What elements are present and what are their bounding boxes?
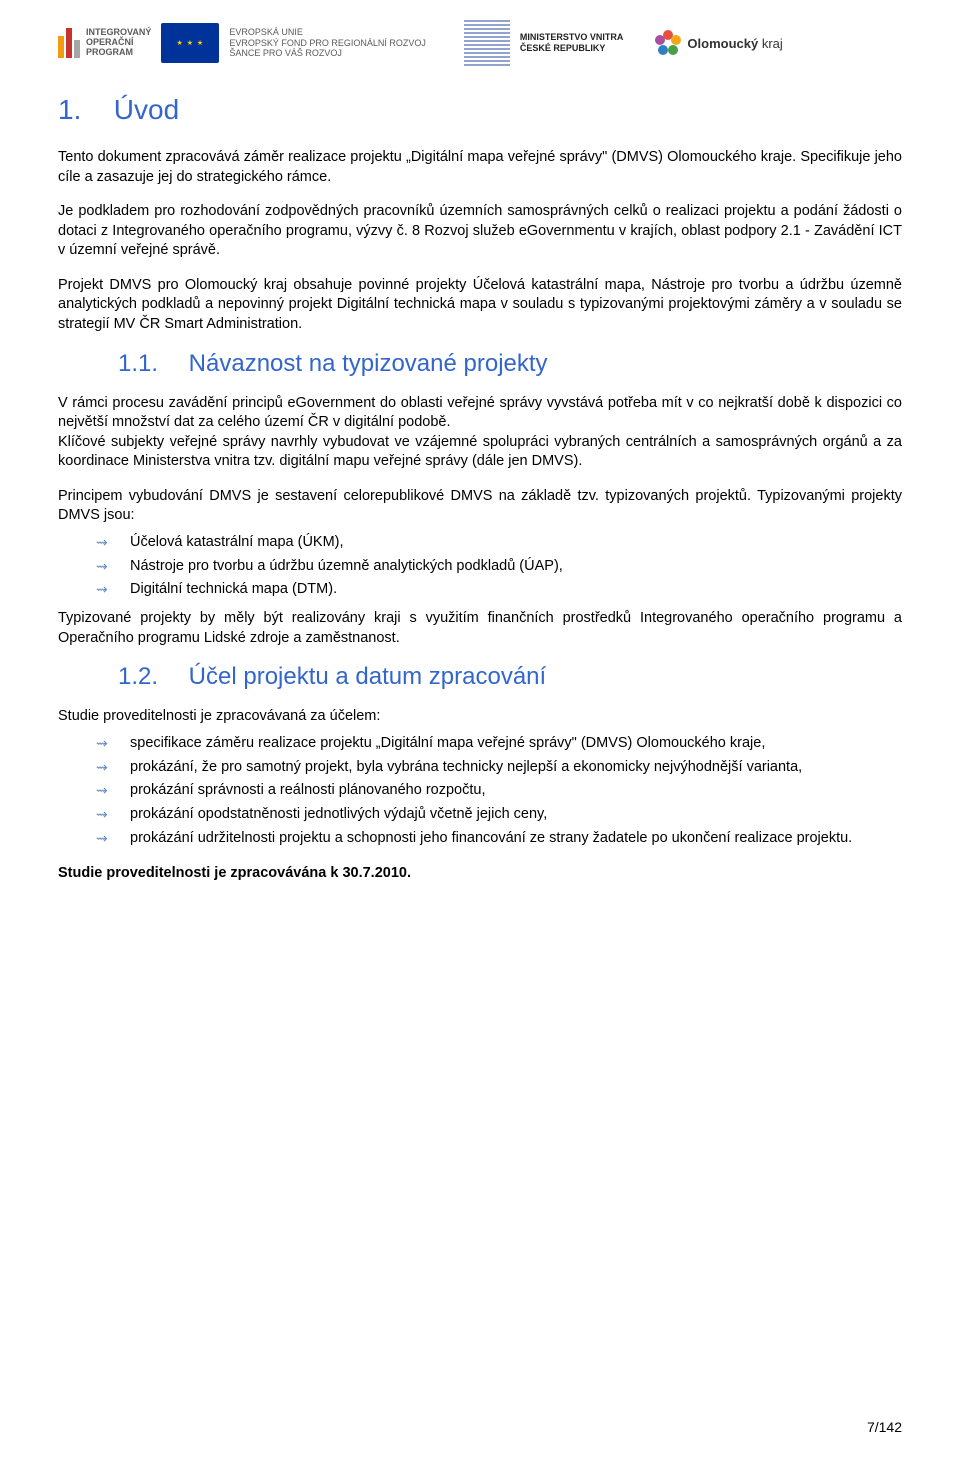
bullet-icon: ⇝ — [96, 579, 130, 600]
olomoucky-logo: Olomoucký kraj — [653, 28, 782, 58]
para-7: Typizované projekty by měly být realizov… — [58, 609, 902, 648]
bullet-icon: ⇝ — [96, 556, 130, 577]
list-item: ⇝prokázání opodstatněnosti jednotlivých … — [58, 804, 902, 826]
list-item-text: Nástroje pro tvorbu a údržbu územně anal… — [130, 556, 902, 578]
list-item-text: prokázání opodstatněnosti jednotlivých v… — [130, 804, 902, 826]
heading-1-num: 1. — [58, 94, 106, 126]
para-9: Studie proveditelnosti je zpracovávána k… — [58, 864, 902, 884]
iop-line2: OPERAČNÍ — [86, 37, 134, 47]
heading-1-1-title: Návaznost na typizované projekty — [189, 350, 548, 377]
ok-text: Olomoucký kraj — [687, 36, 782, 51]
bullet-icon: ⇝ — [96, 532, 130, 553]
heading-1: 1. Úvod — [58, 94, 902, 126]
list-item: ⇝prokázání udržitelnosti projektu a scho… — [58, 828, 902, 850]
para-1: Tento dokument zpracovává záměr realizac… — [58, 148, 902, 187]
eu-stars: ★ ★ ★ — [176, 39, 204, 47]
list-item-text: prokázání správnosti a reálnosti plánova… — [130, 780, 902, 802]
heading-1-1: 1.1. Návaznost na typizované projekty — [118, 350, 902, 378]
bullet-icon: ⇝ — [96, 804, 130, 825]
mv-text: MINISTERSTVO VNITRA ČESKÉ REPUBLIKY — [520, 32, 624, 54]
bullet-list-2: ⇝specifikace záměru realizace projektu „… — [58, 733, 902, 850]
list-item-text: prokázání, že pro samotný projekt, byla … — [130, 757, 902, 779]
para-6: Principem vybudování DMVS je sestavení c… — [58, 487, 902, 526]
list-item: ⇝Digitální technická mapa (DTM). — [58, 579, 902, 601]
list-item: ⇝specifikace záměru realizace projektu „… — [58, 733, 902, 755]
eu-flag-icon: ★ ★ ★ — [161, 23, 219, 63]
mv-line2: ČESKÉ REPUBLIKY — [520, 43, 606, 53]
para-2: Je podkladem pro rozhodování zodpovědnýc… — [58, 202, 902, 261]
page-number: 7/142 — [867, 1419, 902, 1435]
heading-1-2: 1.2. Účel projektu a datum zpracování — [118, 663, 902, 691]
list-item-text: specifikace záměru realizace projektu „D… — [130, 733, 902, 755]
eu-text: EVROPSKÁ UNIE EVROPSKÝ FOND PRO REGIONÁL… — [229, 27, 426, 59]
bullet-icon: ⇝ — [96, 733, 130, 754]
list-item-text: Účelová katastrální mapa (ÚKM), — [130, 532, 902, 554]
list-item: ⇝Účelová katastrální mapa (ÚKM), — [58, 532, 902, 554]
bullet-list-1: ⇝Účelová katastrální mapa (ÚKM),⇝Nástroj… — [58, 532, 902, 601]
mv-line1: MINISTERSTVO VNITRA — [520, 32, 624, 42]
list-item: ⇝prokázání, že pro samotný projekt, byla… — [58, 757, 902, 779]
heading-1-1-num: 1.1. — [118, 350, 182, 378]
bullet-icon: ⇝ — [96, 780, 130, 801]
iop-bars-icon — [58, 28, 80, 58]
para-5: Klíčové subjekty veřejné správy navrhly … — [58, 433, 902, 472]
para-8: Studie proveditelnosti je zpracovávaná z… — [58, 707, 902, 727]
ok-rest: kraj — [758, 36, 783, 51]
para-3: Projekt DMVS pro Olomoucký kraj obsahuje… — [58, 276, 902, 335]
iop-line3: PROGRAM — [86, 47, 133, 57]
header-logo-row: INTEGROVANÝ OPERAČNÍ PROGRAM ★ ★ ★ EVROP… — [58, 20, 902, 66]
iop-line1: INTEGROVANÝ — [86, 27, 151, 37]
eu-line2: EVROPSKÝ FOND PRO REGIONÁLNÍ ROZVOJ — [229, 38, 426, 48]
ok-bold: Olomoucký — [687, 36, 758, 51]
list-item: ⇝prokázání správnosti a reálnosti plánov… — [58, 780, 902, 802]
para-4: V rámci procesu zavádění principů eGover… — [58, 394, 902, 433]
list-item-text: Digitální technická mapa (DTM). — [130, 579, 902, 601]
heading-1-2-title: Účel projektu a datum zpracování — [189, 663, 547, 690]
iop-logo: INTEGROVANÝ OPERAČNÍ PROGRAM — [58, 28, 151, 58]
eu-line1: EVROPSKÁ UNIE — [229, 27, 303, 37]
eu-line3: ŠANCE PRO VÁŠ ROZVOJ — [229, 48, 342, 58]
heading-1-title: Úvod — [114, 94, 179, 125]
bullet-icon: ⇝ — [96, 828, 130, 849]
qr-icon — [464, 20, 510, 66]
heading-1-2-num: 1.2. — [118, 663, 182, 691]
flower-icon — [653, 28, 683, 58]
list-item-text: prokázání udržitelnosti projektu a schop… — [130, 828, 902, 850]
list-item: ⇝Nástroje pro tvorbu a údržbu územně ana… — [58, 556, 902, 578]
bullet-icon: ⇝ — [96, 757, 130, 778]
